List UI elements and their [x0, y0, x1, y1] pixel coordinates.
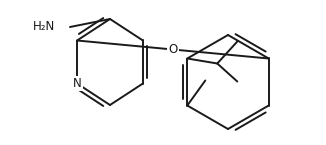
Text: O: O [168, 43, 178, 56]
Text: H₂N: H₂N [33, 20, 55, 33]
Text: N: N [73, 77, 82, 90]
